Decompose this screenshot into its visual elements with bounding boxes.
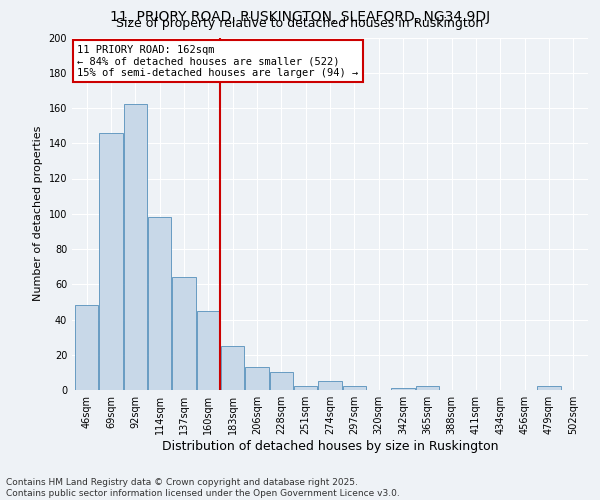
- Bar: [538, 386, 560, 390]
- Bar: [270, 372, 293, 390]
- Text: Size of property relative to detached houses in Ruskington: Size of property relative to detached ho…: [116, 18, 484, 30]
- Bar: [221, 346, 244, 390]
- Bar: [294, 386, 317, 390]
- Bar: [75, 306, 98, 390]
- Text: Contains HM Land Registry data © Crown copyright and database right 2025.
Contai: Contains HM Land Registry data © Crown c…: [6, 478, 400, 498]
- Bar: [197, 310, 220, 390]
- Bar: [148, 218, 171, 390]
- Bar: [172, 277, 196, 390]
- Bar: [124, 104, 147, 390]
- Text: 11 PRIORY ROAD: 162sqm
← 84% of detached houses are smaller (522)
15% of semi-de: 11 PRIORY ROAD: 162sqm ← 84% of detached…: [77, 44, 358, 78]
- Bar: [319, 381, 341, 390]
- Y-axis label: Number of detached properties: Number of detached properties: [33, 126, 43, 302]
- Text: 11, PRIORY ROAD, RUSKINGTON, SLEAFORD, NG34 9DJ: 11, PRIORY ROAD, RUSKINGTON, SLEAFORD, N…: [110, 10, 490, 24]
- Bar: [343, 386, 366, 390]
- Bar: [100, 132, 122, 390]
- Bar: [391, 388, 415, 390]
- X-axis label: Distribution of detached houses by size in Ruskington: Distribution of detached houses by size …: [162, 440, 498, 453]
- Bar: [245, 367, 269, 390]
- Bar: [416, 386, 439, 390]
